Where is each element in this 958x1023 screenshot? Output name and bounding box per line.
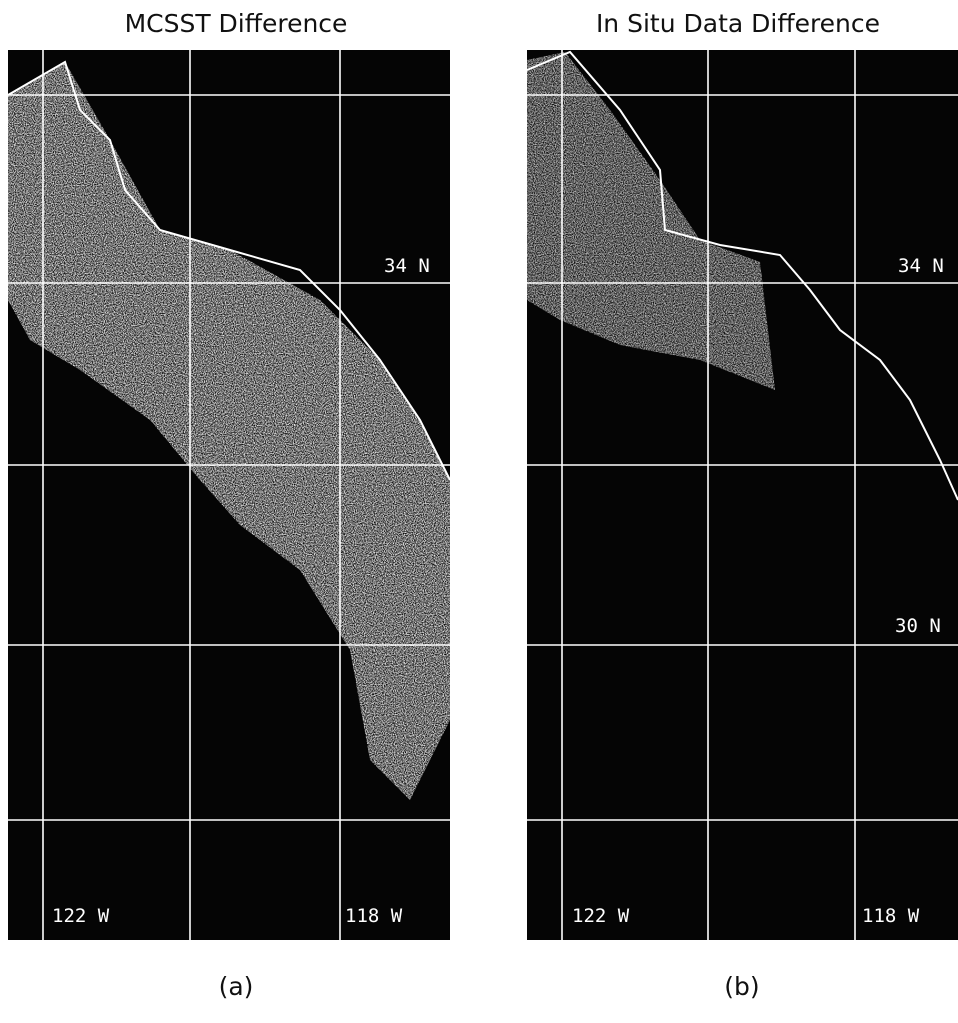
grid-label: 34 N bbox=[898, 255, 944, 277]
panel-title: In Situ Data Difference bbox=[596, 9, 880, 38]
grid-label: 118 W bbox=[345, 905, 403, 927]
grid-label: 122 W bbox=[52, 905, 110, 927]
figure: MCSST Difference 34 N 122 W 118 W (a) In… bbox=[0, 0, 958, 1023]
grid-label: 34 N bbox=[384, 255, 430, 277]
caption: (b) bbox=[724, 972, 759, 1001]
panel-title: MCSST Difference bbox=[125, 9, 348, 38]
grid-label: 30 N bbox=[895, 615, 941, 637]
grid-label: 118 W bbox=[862, 905, 920, 927]
caption: (a) bbox=[219, 972, 254, 1001]
grid-label: 122 W bbox=[572, 905, 630, 927]
